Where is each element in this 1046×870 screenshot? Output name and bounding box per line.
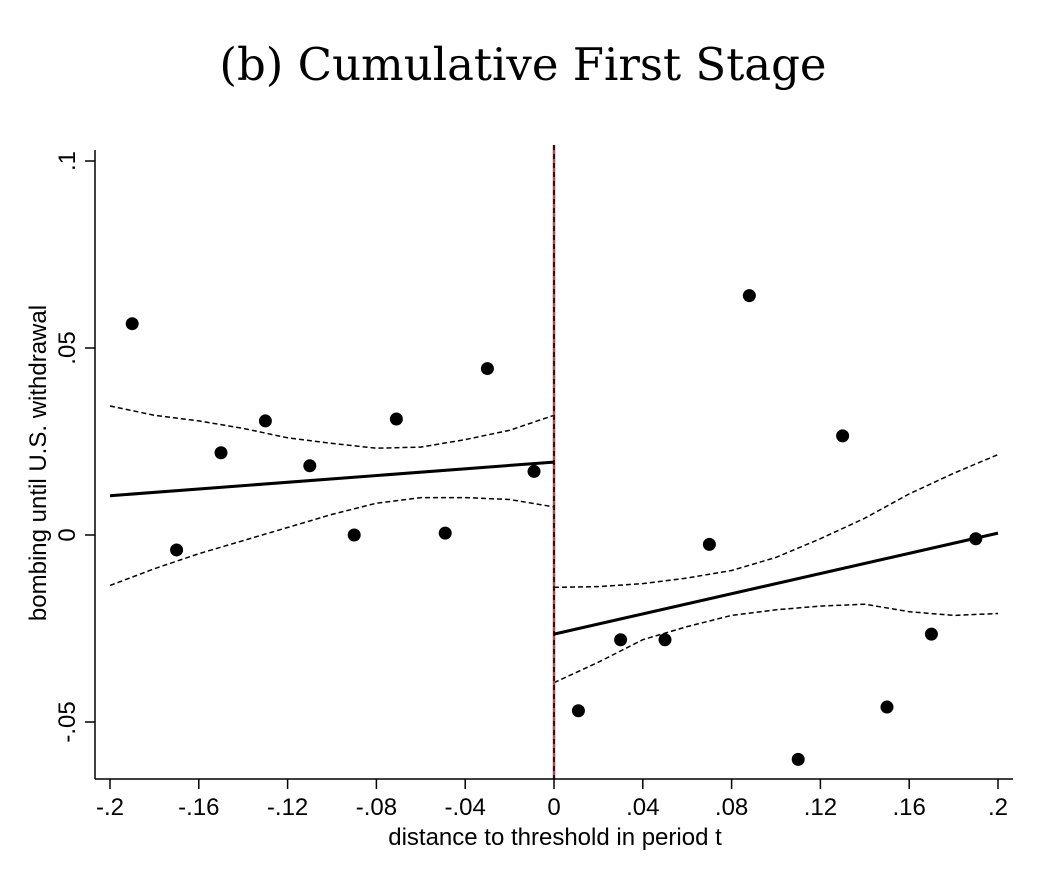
x-tick-label: -.16 [178,794,219,821]
data-point-15 [742,289,756,303]
data-point-3 [214,446,228,460]
y-tick-label: -.05 [54,701,81,742]
y-tick-label: .1 [54,151,81,171]
data-point-19 [924,627,938,641]
data-point-18 [880,700,894,714]
x-tick-label: -.12 [267,794,308,821]
x-tick-label: -.2 [96,794,124,821]
fit-line-2 [553,531,999,636]
ci-upper-band-1 [109,405,555,449]
x-axis-label: distance to threshold in period t [388,824,722,851]
chart-title: (b) Cumulative First Stage [219,38,827,91]
data-point-7 [389,412,403,426]
data-point-5 [303,459,317,473]
data-point-8 [438,526,452,540]
y-tick-label: .05 [54,331,81,364]
data-point-12 [614,633,628,647]
data-point-14 [702,537,716,551]
x-tick-label: .08 [715,794,748,821]
data-point-10 [527,464,541,478]
ci-lower-band-2 [553,603,999,684]
data-point-16 [791,752,805,766]
confidence-bands [109,405,999,684]
y-axis-label: bombing until U.S. withdrawal [25,305,52,621]
x-tick-label: .12 [804,794,837,821]
x-tick-label: .2 [988,794,1008,821]
data-point-13 [658,633,672,647]
x-tick-label: 0 [547,794,560,821]
fit-lines [109,460,999,636]
data-point-4 [258,414,272,428]
data-point-6 [347,528,361,542]
x-tick-label: -.08 [356,794,397,821]
data-point-20 [969,532,983,546]
y-tick-label: 0 [54,528,81,541]
axes: -.2 -.16 -.12 -.08 -.04 0 .04 .08 .12 .16 .2 -.05 0.… [54,150,1013,821]
x-tick-label: .16 [893,794,926,821]
x-tick-label: -.04 [445,794,486,821]
data-point-1 [125,317,139,331]
x-tick-label: .04 [626,794,659,821]
ci-upper-band-2 [553,453,999,589]
fit-line-1 [109,460,555,498]
data-point-9 [480,362,494,376]
data-point-2 [170,543,184,557]
data-point-17 [836,429,850,443]
data-point-11 [571,704,585,718]
ci-lower-band-1 [109,496,555,587]
data-points [125,289,983,766]
